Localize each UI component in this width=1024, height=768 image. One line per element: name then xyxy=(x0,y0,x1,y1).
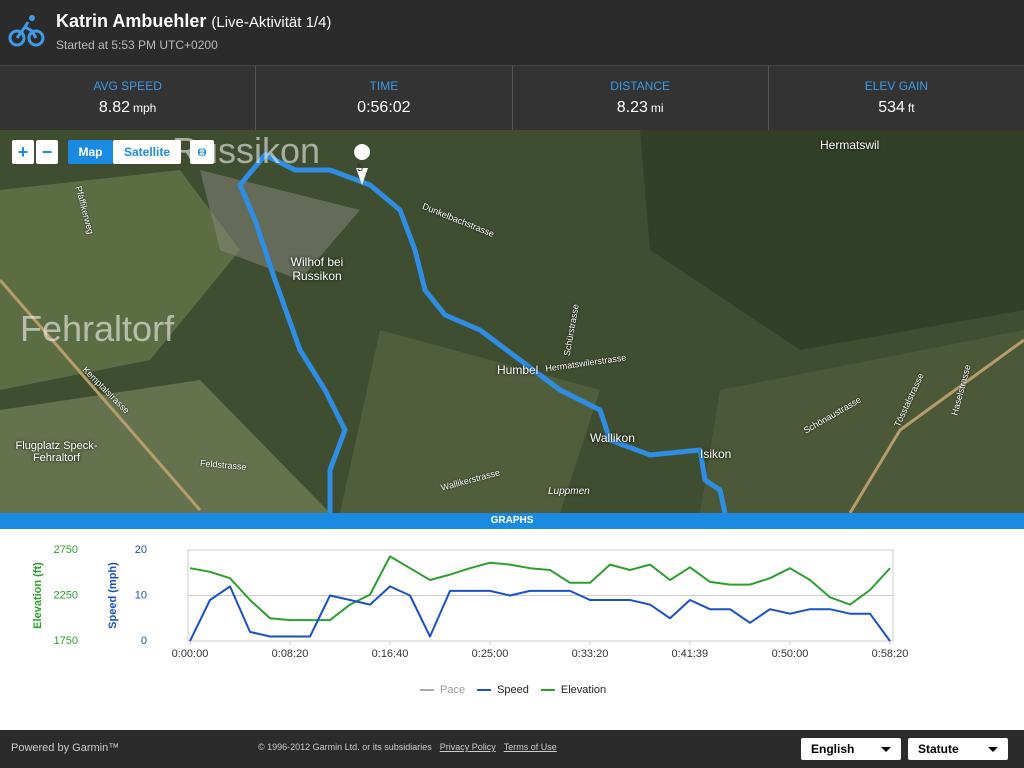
stat-value: 0:56:02 xyxy=(357,99,411,116)
y2-tick-label: 2250 xyxy=(54,589,78,601)
place-label: Humbel xyxy=(497,363,539,377)
copyright-line: © 1996-2012 Garmin Ltd. or its subsidiar… xyxy=(258,742,557,752)
stat-label: DISTANCE xyxy=(610,79,671,93)
stat: AVG SPEED 8.82 mph xyxy=(0,65,257,130)
stat-value: 8.23 xyxy=(616,99,648,116)
bike-icon xyxy=(8,15,45,47)
y-tick-label: 10 xyxy=(135,589,147,601)
stat-value-row: 8.23 mi xyxy=(513,99,768,117)
place-label: Flugplatz Speck-Fehraltorf xyxy=(15,440,98,464)
map[interactable]: + − Map Satellite ⊕ 5 Russikon Fehraltor… xyxy=(0,130,1024,513)
zoom-out[interactable]: − xyxy=(36,140,58,164)
footer: Powered by Garmin™ © 1996-2012 Garmin Lt… xyxy=(0,730,1024,768)
stat-value-row: 534 ft xyxy=(769,99,1024,117)
x-tick-label: 0:33:20 xyxy=(572,648,609,660)
stat-value: 8.82 xyxy=(98,99,131,116)
y2-tick-label: 1750 xyxy=(54,635,78,647)
series-line xyxy=(189,585,891,642)
series-line xyxy=(189,555,891,622)
y2-tick-label: 2750 xyxy=(54,544,78,556)
stat-value-row: 8.82 mph xyxy=(0,99,255,117)
legend-label[interactable]: Pace xyxy=(440,684,465,696)
units-select[interactable]: Statute xyxy=(908,738,1008,760)
stat-label: AVG SPEED xyxy=(93,79,162,93)
activity: (Live-Aktivität 1/4) xyxy=(211,14,332,31)
place-label: Fehraltorf xyxy=(20,308,175,349)
x-tick-label: 0:25:00 xyxy=(472,648,509,660)
y2-axis-title: Elevation (ft) xyxy=(32,562,44,629)
header: Katrin Ambuehler (Live-Aktivität 1/4) St… xyxy=(0,0,1024,65)
y-tick-label: 20 xyxy=(135,544,147,556)
x-tick-label: 0:58:20 xyxy=(872,648,909,660)
place-label: Wallikon xyxy=(590,431,635,445)
powered-by: Powered by Garmin™ xyxy=(11,742,120,754)
x-tick-label: 0:41:39 xyxy=(671,648,708,660)
x-tick-label: 0:00:00 xyxy=(172,648,209,660)
zoom-in[interactable]: + xyxy=(12,140,34,164)
start-time: Started at 5:53 PM UTC+0200 xyxy=(56,38,218,52)
stat-unit: mph xyxy=(133,101,157,115)
privacy-link[interactable]: Privacy Policy xyxy=(439,742,496,752)
stats-bar: AVG SPEED 8.82 mph TIME 0:56:02 DISTANCE 8.23 m… xyxy=(0,65,1024,130)
legend-label[interactable]: Speed xyxy=(497,684,529,696)
x-tick-label: 0:50:00 xyxy=(772,648,809,660)
place-label: Luppmen xyxy=(548,486,590,497)
stat-value-row: 0:56:02 xyxy=(256,99,511,117)
place-label: Wilhof bei Russikon xyxy=(290,255,344,283)
stat-value: 534 xyxy=(878,99,905,116)
stat-label: TIME xyxy=(369,79,399,93)
copyright: © 1996-2012 Garmin Ltd. or its subsidiar… xyxy=(258,742,432,752)
stat-unit: ft xyxy=(907,101,915,115)
x-tick-label: 0:08:20 xyxy=(272,648,309,660)
stat-unit: mi xyxy=(650,101,664,115)
map-imagery xyxy=(0,130,1024,513)
place-label: Isikon xyxy=(700,447,732,461)
chart: 0 10 20 1750 2250 2750 0:00:00 0:08:20 0:16:40 0:… xyxy=(32,544,909,696)
graphs-bar[interactable]: GRAPHS xyxy=(0,513,1024,529)
map-button[interactable]: Map xyxy=(68,140,113,164)
y-axis-title: Speed (mph) xyxy=(107,562,119,629)
stat: TIME 0:56:02 xyxy=(256,65,513,130)
locate-button[interactable]: ⊕ xyxy=(190,140,214,164)
stat: ELEV GAIN 534 ft xyxy=(768,65,1024,130)
lap-marker[interactable]: 5 xyxy=(357,162,364,174)
terms-link[interactable]: Terms of Use xyxy=(503,742,557,752)
legend-label[interactable]: Elevation xyxy=(561,684,606,696)
x-tick-label: 0:16:40 xyxy=(372,648,409,660)
athlete: Katrin Ambuehler xyxy=(56,11,207,31)
stat: DISTANCE 8.23 mi xyxy=(512,65,769,130)
activity-title: Katrin Ambuehler (Live-Aktivität 1/4) xyxy=(56,11,331,32)
y-tick-label: 0 xyxy=(141,635,147,647)
place-label: Hermatswil xyxy=(820,138,880,152)
stat-label: ELEV GAIN xyxy=(864,79,929,93)
satellite-button[interactable]: Satellite xyxy=(113,140,181,164)
language-select[interactable]: English xyxy=(801,738,901,760)
place-label: Russikon xyxy=(172,130,321,171)
